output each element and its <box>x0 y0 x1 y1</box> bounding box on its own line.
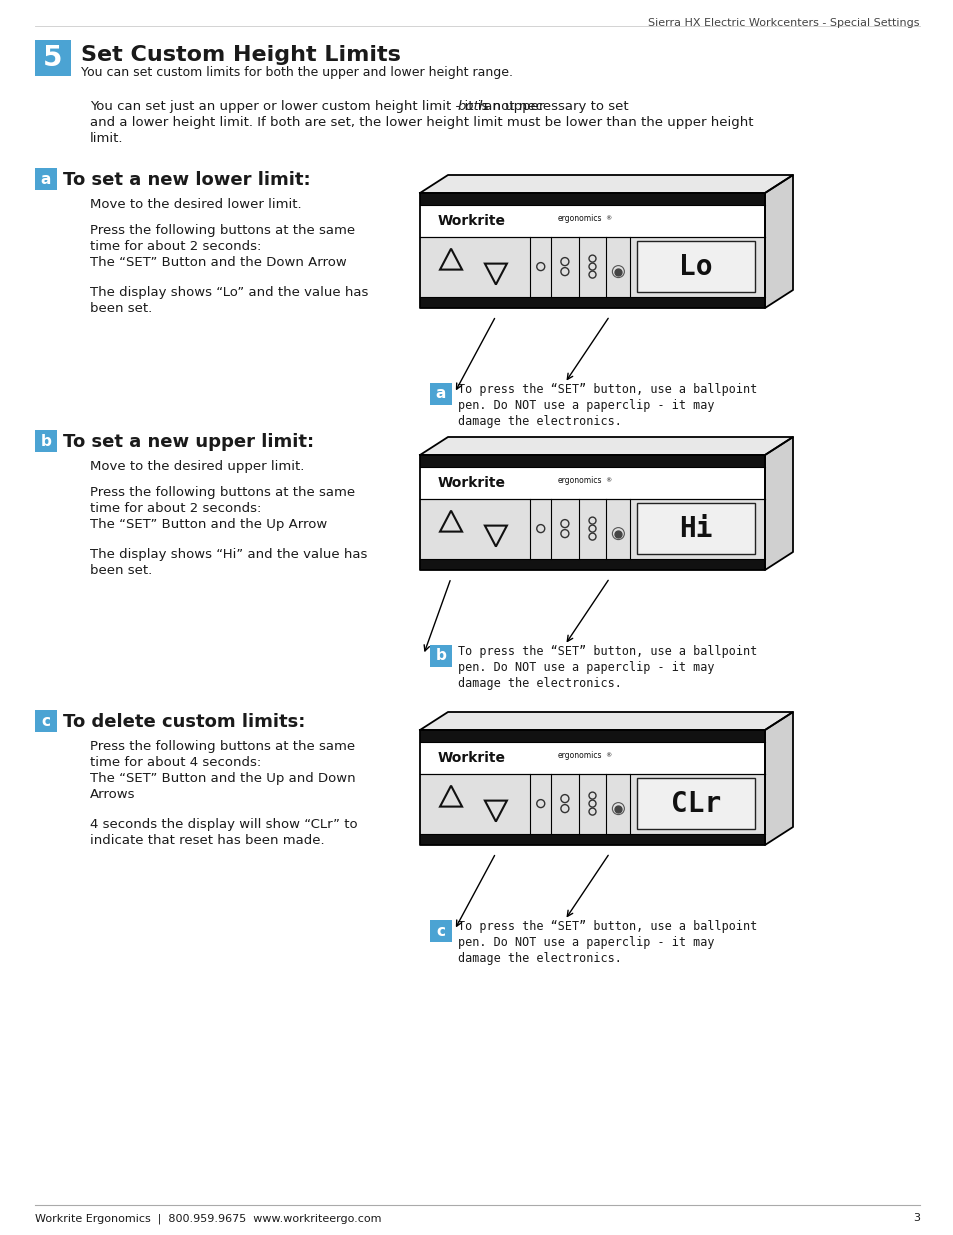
Text: both: both <box>457 100 488 112</box>
Text: To press the “SET” button, use a ballpoint: To press the “SET” button, use a ballpoi… <box>457 920 757 932</box>
Text: Arrows: Arrows <box>90 788 135 802</box>
Text: To press the “SET” button, use a ballpoint: To press the “SET” button, use a ballpoi… <box>457 383 757 396</box>
Text: c: c <box>42 714 51 729</box>
Text: The “SET” Button and the Up Arrow: The “SET” Button and the Up Arrow <box>90 517 327 531</box>
Text: To press the “SET” button, use a ballpoint: To press the “SET” button, use a ballpoi… <box>457 645 757 658</box>
Text: You can set just an upper or lower custom height limit - it is not necessary to : You can set just an upper or lower custo… <box>90 100 632 112</box>
Text: pen. Do NOT use a paperclip - it may: pen. Do NOT use a paperclip - it may <box>457 399 714 412</box>
Bar <box>419 773 764 834</box>
Text: The “SET” Button and the Down Arrow: The “SET” Button and the Down Arrow <box>90 256 346 269</box>
Bar <box>35 168 57 190</box>
Polygon shape <box>419 713 792 730</box>
Text: Lo: Lo <box>679 253 712 280</box>
Polygon shape <box>419 175 792 193</box>
Text: 5: 5 <box>43 44 63 72</box>
Text: damage the electronics.: damage the electronics. <box>457 677 621 690</box>
Text: Set Custom Height Limits: Set Custom Height Limits <box>81 44 400 65</box>
Text: The display shows “Lo” and the value has: The display shows “Lo” and the value has <box>90 287 368 299</box>
Text: time for about 2 seconds:: time for about 2 seconds: <box>90 501 261 515</box>
Bar <box>637 242 754 291</box>
Text: time for about 2 seconds:: time for about 2 seconds: <box>90 240 261 253</box>
Text: pen. Do NOT use a paperclip - it may: pen. Do NOT use a paperclip - it may <box>457 936 714 948</box>
Text: ®: ® <box>604 478 611 483</box>
Bar <box>419 499 764 558</box>
Text: To set a new upper limit:: To set a new upper limit: <box>63 433 314 451</box>
Bar <box>430 920 452 942</box>
Text: and a lower height limit. If both are set, the lower height limit must be lower : and a lower height limit. If both are se… <box>90 116 753 128</box>
Bar <box>419 454 764 467</box>
Bar <box>419 741 764 773</box>
Text: Press the following buttons at the same: Press the following buttons at the same <box>90 740 355 753</box>
Text: pen. Do NOT use a paperclip - it may: pen. Do NOT use a paperclip - it may <box>457 661 714 674</box>
Text: time for about 4 seconds:: time for about 4 seconds: <box>90 756 261 769</box>
Text: To set a new lower limit:: To set a new lower limit: <box>63 170 311 189</box>
Text: an upper: an upper <box>479 100 544 112</box>
Polygon shape <box>764 713 792 845</box>
Bar <box>35 40 71 77</box>
Polygon shape <box>419 437 792 454</box>
Text: ergonomics: ergonomics <box>558 477 602 485</box>
Bar <box>35 430 57 452</box>
Text: Press the following buttons at the same: Press the following buttons at the same <box>90 487 355 499</box>
Text: ergonomics: ergonomics <box>558 751 602 760</box>
Text: 3: 3 <box>912 1213 919 1223</box>
Text: Hi: Hi <box>679 515 712 542</box>
Bar <box>419 558 764 571</box>
Text: limit.: limit. <box>90 132 123 144</box>
Bar <box>419 193 764 205</box>
Bar <box>430 383 452 405</box>
Bar <box>637 504 754 553</box>
Bar <box>430 645 452 667</box>
Text: been set.: been set. <box>90 564 152 577</box>
Text: a: a <box>436 387 446 401</box>
Text: 4 seconds the display will show “CLr” to: 4 seconds the display will show “CLr” to <box>90 818 357 831</box>
Bar <box>419 237 764 296</box>
Text: Workrite Ergonomics  |  800.959.9675  www.workriteergo.com: Workrite Ergonomics | 800.959.9675 www.w… <box>35 1213 381 1224</box>
Text: Move to the desired upper limit.: Move to the desired upper limit. <box>90 459 304 473</box>
Text: c: c <box>436 924 445 939</box>
Bar <box>637 778 754 829</box>
Bar <box>35 710 57 732</box>
Text: The display shows “Hi” and the value has: The display shows “Hi” and the value has <box>90 548 367 561</box>
Text: Move to the desired lower limit.: Move to the desired lower limit. <box>90 198 301 211</box>
Text: ®: ® <box>604 216 611 221</box>
Bar <box>419 467 764 499</box>
Polygon shape <box>419 730 764 845</box>
Polygon shape <box>419 454 764 571</box>
Text: a: a <box>41 172 51 186</box>
Bar <box>419 834 764 845</box>
Text: damage the electronics.: damage the electronics. <box>457 952 621 965</box>
Text: Sierra HX Electric Workcenters - Special Settings: Sierra HX Electric Workcenters - Special… <box>648 19 919 28</box>
Text: Press the following buttons at the same: Press the following buttons at the same <box>90 224 355 237</box>
Text: indicate that reset has been made.: indicate that reset has been made. <box>90 834 324 847</box>
Text: To delete custom limits:: To delete custom limits: <box>63 713 305 731</box>
Polygon shape <box>764 175 792 308</box>
Bar <box>419 296 764 308</box>
Text: b: b <box>41 433 51 448</box>
Text: The “SET” Button and the Up and Down: The “SET” Button and the Up and Down <box>90 772 355 785</box>
Text: damage the electronics.: damage the electronics. <box>457 415 621 429</box>
Text: ®: ® <box>604 753 611 758</box>
Bar <box>419 205 764 237</box>
Polygon shape <box>419 193 764 308</box>
Text: ergonomics: ergonomics <box>558 214 602 224</box>
Text: b: b <box>436 648 446 663</box>
Text: CLr: CLr <box>670 789 720 818</box>
Text: Workrite: Workrite <box>436 214 505 227</box>
Text: Workrite: Workrite <box>436 751 505 764</box>
Text: Workrite: Workrite <box>436 475 505 489</box>
Bar <box>419 730 764 741</box>
Text: You can set custom limits for both the upper and lower height range.: You can set custom limits for both the u… <box>81 65 513 79</box>
Text: been set.: been set. <box>90 303 152 315</box>
Polygon shape <box>764 437 792 571</box>
